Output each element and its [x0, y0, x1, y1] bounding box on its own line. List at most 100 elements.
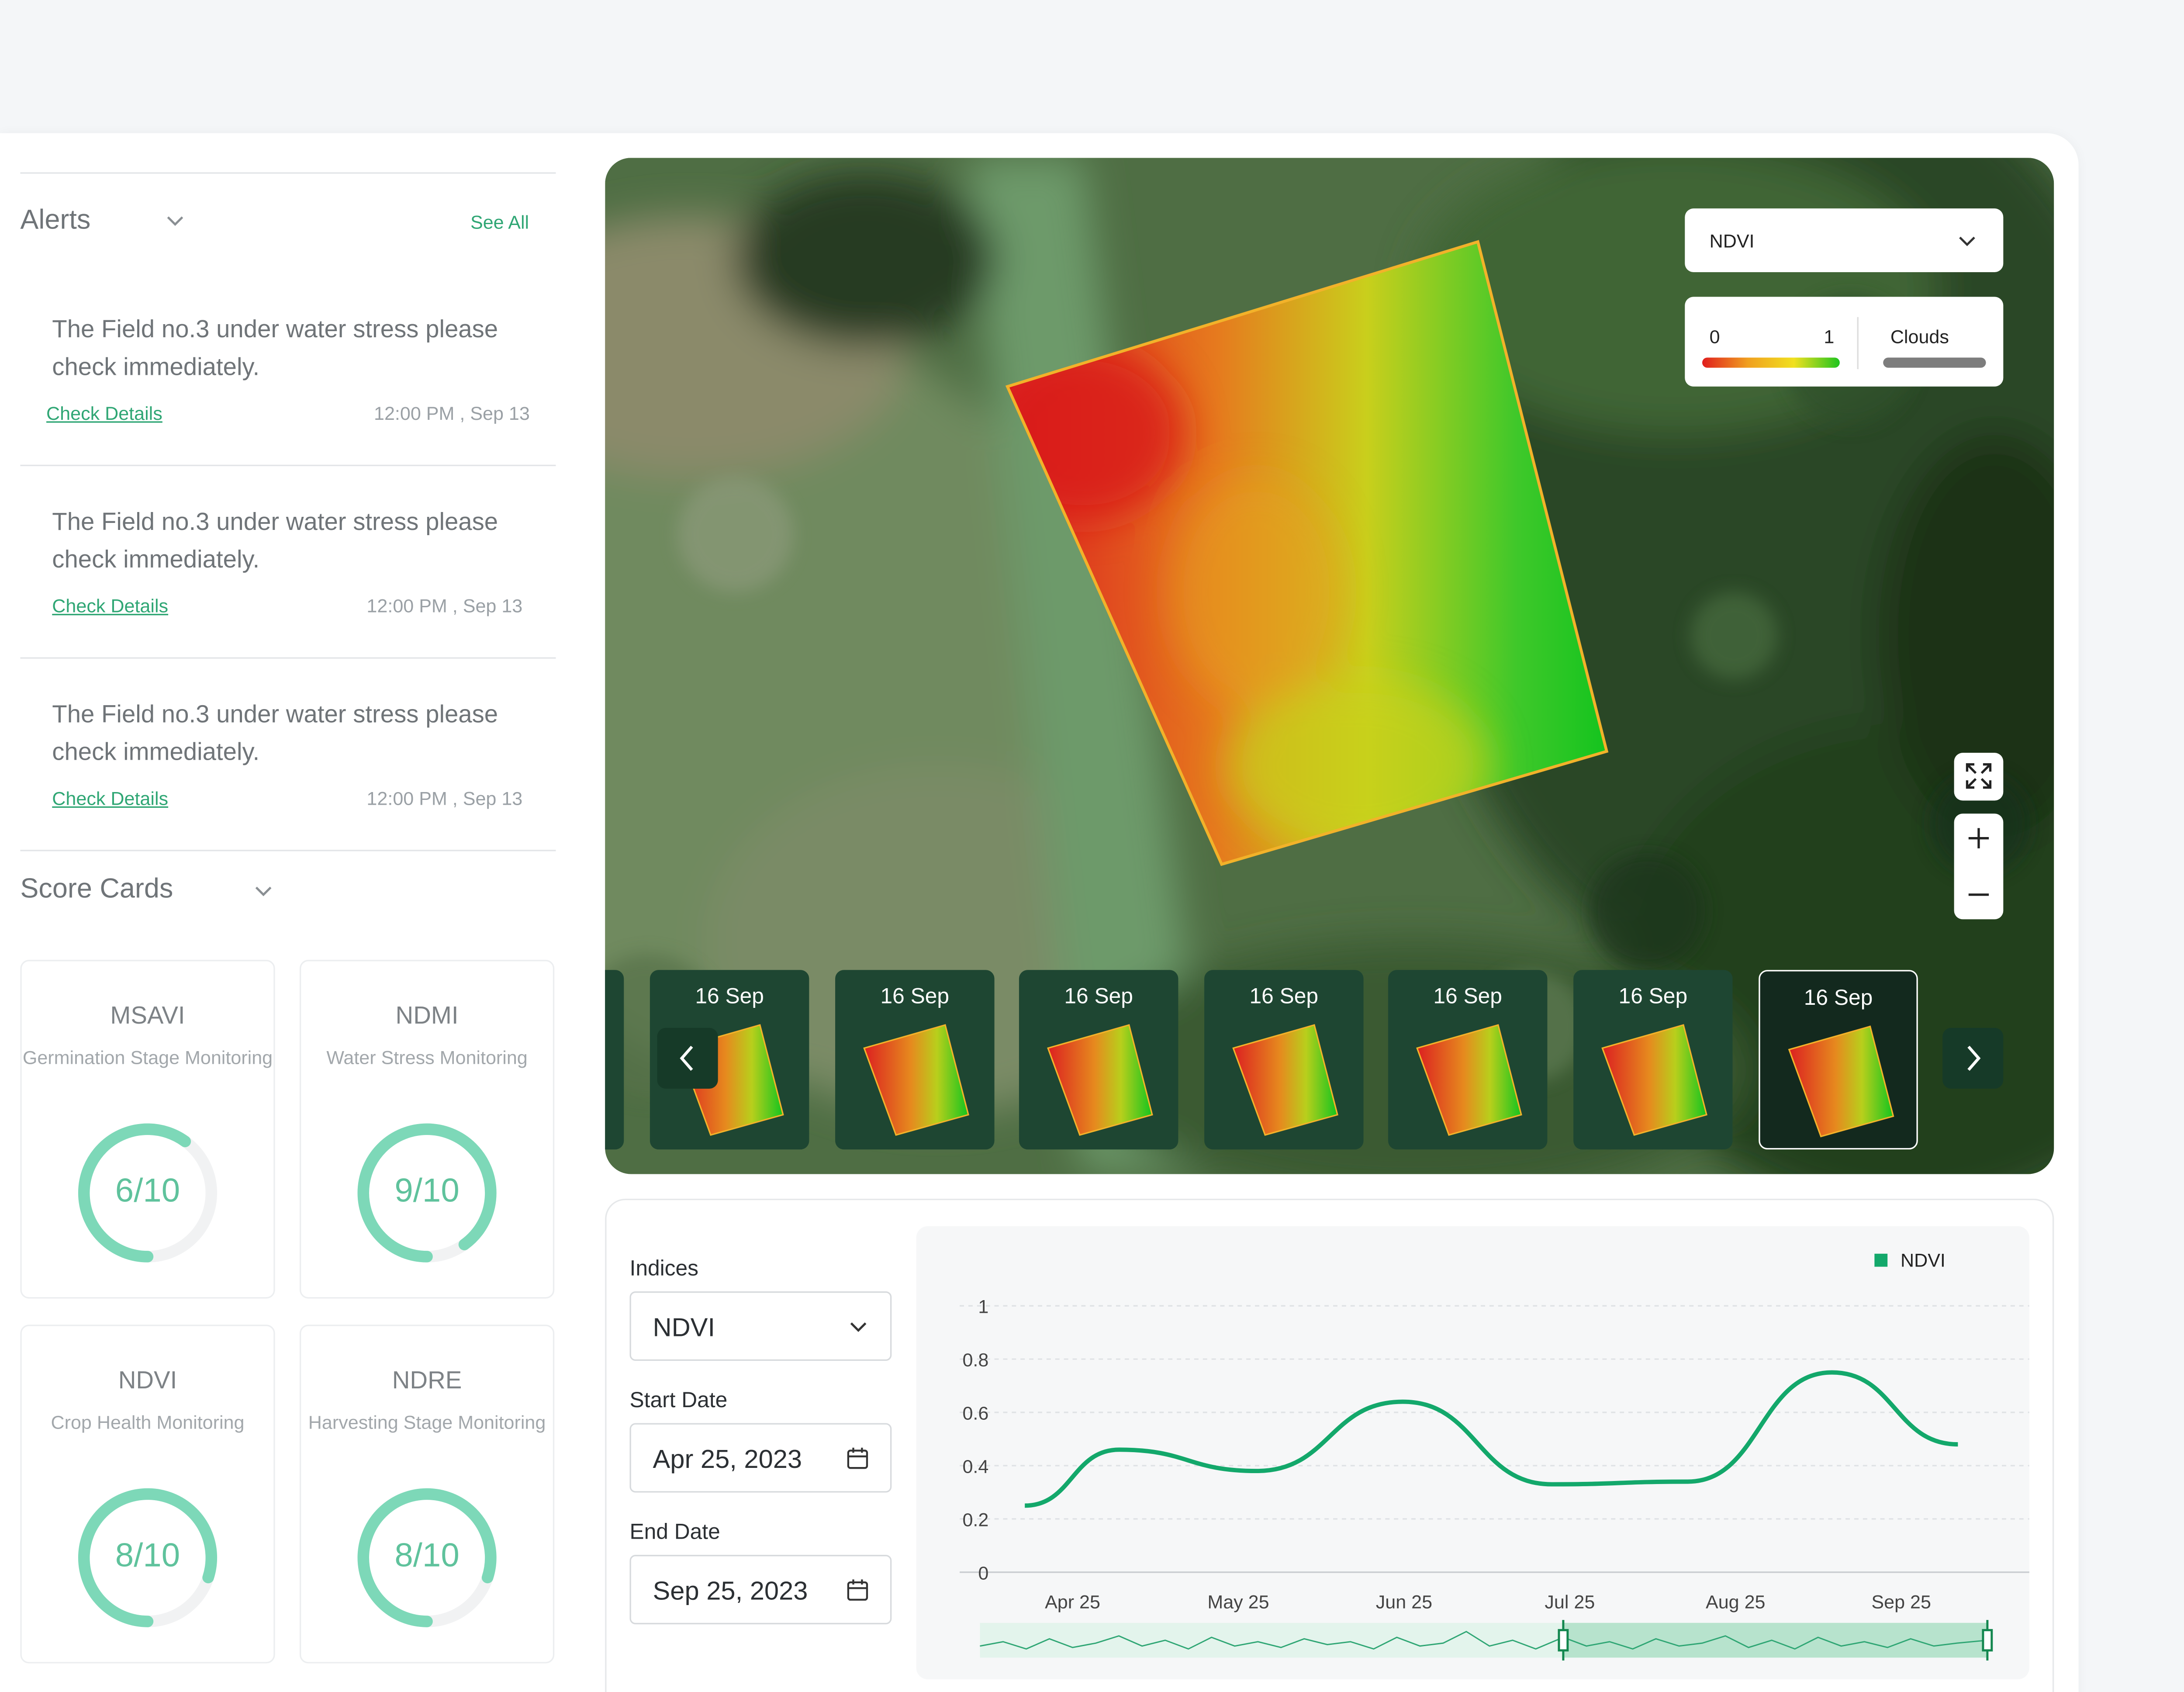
thumbnail-date: 16 Sep	[880, 984, 950, 1009]
card-description: Water Stress Monitoring	[326, 1046, 528, 1069]
thumbnail-partial[interactable]	[605, 970, 624, 1150]
fullscreen-icon	[1966, 763, 1992, 789]
score-card-msavi[interactable]: MSAVI Germination Stage Monitoring 6/10	[20, 960, 275, 1299]
calendar-icon[interactable]	[847, 1578, 869, 1601]
start-date-label: Start Date	[629, 1388, 728, 1413]
check-details-link[interactable]: Check Details	[52, 787, 169, 810]
alert-time: 12:00 PM , Sep 13	[366, 595, 523, 617]
alert-time: 12:00 PM , Sep 13	[366, 787, 523, 810]
score-value: 6/10	[115, 1171, 180, 1209]
thumbnail[interactable]: 16 Sep	[1019, 970, 1178, 1150]
card-name: NDRE	[392, 1367, 462, 1394]
index-dropdown[interactable]: NDVI	[1685, 208, 2004, 272]
y-axis-ticks: 0 0.2 0.4 0.6 0.8 1	[962, 1297, 988, 1584]
divider	[20, 850, 556, 851]
map-legend: 0 1 Clouds	[1685, 297, 2004, 387]
card-description: Harvesting Stage Monitoring	[308, 1411, 546, 1433]
previous-button[interactable]	[657, 1028, 718, 1089]
chevron-right-icon	[1967, 1045, 1981, 1071]
chart-grid	[960, 1305, 2029, 1573]
start-date-input[interactable]: Apr 25, 2023	[629, 1423, 892, 1493]
y-tick-label: 1	[978, 1297, 988, 1318]
field-thumbnail-image	[863, 1024, 969, 1136]
clouds-bar	[1883, 357, 1986, 368]
thumbnail-selected[interactable]: 16 Sep	[1759, 970, 1918, 1150]
check-details-link[interactable]: Check Details	[52, 595, 169, 617]
fullscreen-button[interactable]	[1954, 753, 2004, 801]
thumbnail[interactable]: 16 Sep	[835, 970, 995, 1150]
next-button[interactable]	[1942, 1028, 2004, 1089]
legend-swatch	[1874, 1253, 1888, 1267]
indices-value: NDVI	[653, 1313, 715, 1342]
card-name: NDMI	[395, 1002, 459, 1030]
score-value: 9/10	[394, 1171, 460, 1209]
series-line-ndvi	[1025, 1370, 1958, 1508]
x-tick-label: Aug 25	[1706, 1592, 1765, 1613]
divider	[20, 657, 556, 659]
field-thumbnail-image	[1788, 1025, 1894, 1138]
thumbnail[interactable]: 16 Sep	[1573, 970, 1733, 1150]
card-name: MSAVI	[110, 1002, 185, 1030]
thumbnail-date: 16 Sep	[1064, 984, 1133, 1009]
x-tick-label: Sep 25	[1871, 1592, 1931, 1613]
calendar-icon[interactable]	[847, 1446, 869, 1469]
zoom-controls	[1954, 813, 2004, 920]
legend-separator	[1857, 317, 1859, 370]
check-details-link[interactable]: Check Details	[46, 402, 162, 424]
thumbnail-date: 16 Sep	[1618, 984, 1688, 1009]
divider	[20, 172, 556, 174]
end-date-label: End Date	[629, 1520, 720, 1545]
clouds-label: Clouds	[1890, 325, 1949, 348]
score-card-ndmi[interactable]: NDMI Water Stress Monitoring 9/10	[299, 960, 555, 1299]
score-gauge	[78, 1488, 218, 1627]
x-tick-label: Apr 25	[1045, 1592, 1100, 1613]
range-handle-right-icon[interactable]	[1982, 1620, 1993, 1661]
card-description: Germination Stage Monitoring	[22, 1046, 273, 1069]
score-gauge	[78, 1123, 218, 1263]
plus-icon[interactable]	[1967, 827, 1990, 850]
range-handle-left-icon[interactable]	[1558, 1620, 1569, 1661]
end-date-input[interactable]: Sep 25, 2023	[629, 1555, 892, 1625]
thumbnail-date: 16 Sep	[1804, 986, 1873, 1011]
x-tick-label: Jun 25	[1376, 1592, 1432, 1613]
x-tick-label: May 25	[1207, 1592, 1269, 1613]
ndvi-gradient-bar	[1702, 357, 1840, 368]
chevron-down-icon[interactable]	[165, 214, 185, 228]
x-tick-label: Jul 25	[1545, 1592, 1595, 1613]
score-card-ndvi[interactable]: NDVI Crop Health Monitoring 8/10	[20, 1325, 275, 1664]
end-date-value: Sep 25, 2023	[653, 1576, 808, 1606]
field-thumbnail-image	[1047, 1024, 1153, 1136]
y-tick-label: 0.8	[962, 1350, 988, 1371]
indices-dropdown[interactable]: NDVI	[629, 1291, 892, 1361]
thumbnail[interactable]: 16 Sep	[1204, 970, 1364, 1150]
score-cards-title: Score Cards	[20, 874, 173, 905]
ndvi-line-chart: 00.20.40.60.81 Apr 25 May 25 Jun 25 Jul 25 A…	[960, 1250, 2029, 1661]
x-axis-ticks: Apr 25 May 25 Jun 25 Jul 25 Aug 25 Sep 25	[1045, 1592, 1931, 1613]
alert-time: 12:00 PM , Sep 13	[373, 402, 530, 424]
score-card-ndre[interactable]: NDRE Harvesting Stage Monitoring 8/10	[299, 1325, 555, 1664]
y-tick-label: 0	[978, 1563, 988, 1584]
legend-max: 1	[1824, 325, 1835, 348]
chevron-down-icon[interactable]	[253, 885, 273, 899]
see-all-link[interactable]: See All	[470, 211, 529, 233]
indices-label: Indices	[629, 1256, 699, 1281]
alert-text: The Field no.3 under water stress please…	[52, 508, 498, 574]
index-dropdown-value: NDVI	[1709, 230, 1755, 252]
legend-min: 0	[1709, 325, 1720, 348]
chevron-left-icon	[680, 1045, 693, 1071]
field-thumbnail-image	[1416, 1024, 1522, 1136]
score-value: 8/10	[115, 1536, 180, 1574]
chart-card: 0 0.2 0.4 0.6 0.8 1 Apr 25 May 25 Jun 25 Jul 25 A…	[916, 1226, 2029, 1680]
divider	[20, 464, 556, 467]
thumbnail-date: 16 Sep	[1433, 984, 1502, 1009]
y-tick-label: 0.6	[962, 1403, 988, 1424]
thumbnail[interactable]: 16 Sep	[1388, 970, 1548, 1150]
range-slider-selection[interactable]	[1563, 1623, 1987, 1658]
card-name: NDVI	[118, 1367, 177, 1394]
y-tick-label: 0.4	[962, 1456, 988, 1477]
field-thumbnail-image	[1601, 1024, 1707, 1136]
range-slider-preview	[980, 1630, 1987, 1650]
chevron-down-icon	[1959, 236, 1975, 246]
legend-label: NDVI	[1901, 1250, 1946, 1271]
minus-icon[interactable]	[1967, 883, 1990, 906]
